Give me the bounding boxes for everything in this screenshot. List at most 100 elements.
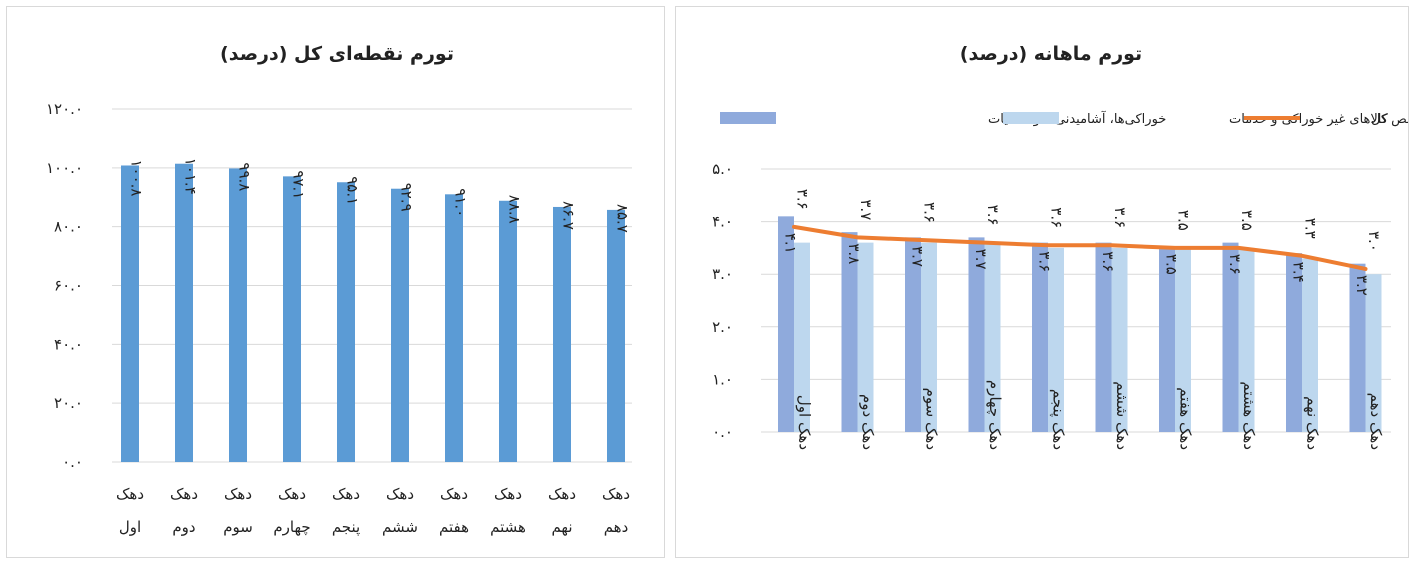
bar-nonfood	[1365, 274, 1382, 432]
legend-swatch-nonfood	[1003, 112, 1059, 124]
x-tick-label-line2: پنجم	[332, 518, 360, 537]
x-tick-label: دهک دهم	[1367, 393, 1385, 450]
data-label: ۹۵.۱	[344, 176, 362, 205]
bar-food	[1286, 253, 1302, 432]
bar-food	[1159, 247, 1175, 432]
x-tick-label: دهک اول	[796, 395, 814, 450]
data-label-total: ۳.۶	[794, 189, 812, 210]
bar	[553, 206, 571, 462]
data-label-food: ۳.۶	[1036, 251, 1054, 272]
bar	[121, 165, 139, 463]
y-tick-label: ۴.۰	[712, 213, 733, 231]
y-tick-label: ۱۰۰.۰	[46, 159, 83, 177]
bar-nonfood	[921, 242, 937, 432]
data-label-total: ۳.۶	[984, 205, 1002, 226]
data-label-total: ۳.۶	[1048, 207, 1066, 228]
monthly-inflation-chart: تورم ماهانه (درصد) خوراکی‌ها، آشامیدنی‌ه…	[712, 43, 1408, 450]
data-label: ۹۷.۱	[290, 170, 308, 199]
x-tick-label-line2: ششم	[382, 518, 418, 536]
y-tick-label: ۶۰.۰	[54, 277, 83, 295]
bar-food	[778, 216, 794, 432]
legend: خوراکی‌ها، آشامیدنی‌ها و دخانیات کالاهای…	[720, 110, 1408, 127]
data-label-total: ۳.۳	[1302, 218, 1320, 239]
y-tick-label: ۰.۰	[62, 453, 83, 471]
y-tick-label: ۴۰.۰	[54, 335, 83, 353]
data-label: ۱۰۰.۸	[128, 159, 146, 196]
x-tick-label-line2: هشتم	[490, 518, 526, 536]
bar-nonfood	[857, 242, 874, 432]
data-label-food: ۴.۱	[782, 233, 800, 254]
x-tick-label: دهک سوم	[923, 388, 941, 450]
x-tick-label-line1: دهک	[224, 485, 252, 503]
bar	[499, 200, 517, 462]
data-label-total: ۳.۰	[1365, 231, 1383, 252]
x-tick-label-line1: دهک	[440, 485, 468, 503]
point-inflation-chart: تورم نقطه‌ای کل (درصد) ۰.۰ ۲۰.۰ ۴۰.۰ ۶۰.۰ ۸۰…	[46, 43, 632, 537]
x-tick-label-line2: هفتم	[439, 518, 469, 536]
data-label: ۹۹.۸	[236, 162, 254, 191]
bar-food	[1032, 242, 1048, 432]
data-label-food: ۳.۷	[909, 246, 927, 267]
data-label: ۸۶.۷	[560, 201, 578, 230]
x-tick-label: دهک دوم	[859, 394, 877, 450]
x-tick-label-line2: اول	[119, 518, 141, 536]
legend-label-total: شاخص کل	[1371, 112, 1408, 127]
bar-nonfood	[1175, 247, 1191, 432]
bar-nonfood	[1111, 247, 1128, 432]
bar-nonfood	[984, 242, 1001, 432]
x-tick-label: دهک نهم	[1304, 396, 1322, 450]
data-label: ۸۵.۷	[614, 204, 632, 233]
data-label: ۸۸.۸	[506, 195, 524, 224]
legend-swatch-food	[720, 112, 776, 124]
y-tick-label: ۲.۰	[712, 318, 733, 336]
bar-nonfood	[1048, 247, 1064, 432]
x-tick-label-line1: دهک	[548, 485, 576, 503]
legend-label-nonfood: کالاهای غیر خوراکی و خدمات	[1229, 112, 1389, 127]
bar-food	[1222, 242, 1239, 432]
y-tick-label: ۲۰.۰	[54, 394, 83, 412]
y-tick-label: ۱.۰	[712, 370, 733, 388]
bar	[607, 209, 625, 462]
data-label-total: ۳.۵	[1175, 210, 1193, 231]
x-tick-label-line2: نهم	[551, 518, 572, 536]
x-tick-label-line1: دهک	[494, 485, 522, 503]
y-tick-label: ۱۲۰.۰	[46, 100, 83, 118]
x-tick-label-line1: دهک	[116, 485, 144, 503]
x-tick-label-line1: دهک	[332, 485, 360, 503]
x-tick-label-line1: دهک	[602, 485, 630, 503]
chart-title: تورم ماهانه (درصد)	[960, 43, 1142, 65]
x-tick-label-line2: سوم	[223, 518, 253, 536]
data-label-food: ۳.۶	[1226, 254, 1244, 275]
bar	[391, 188, 409, 462]
y-tick-label: ۰.۰	[712, 423, 733, 441]
x-tick-label-line1: دهک	[170, 485, 198, 503]
x-tick-label: دهک هفتم	[1177, 387, 1195, 450]
x-tick-label-line1: دهک	[278, 485, 306, 503]
data-label: ۹۲.۹	[398, 183, 416, 212]
data-label-food: ۳.۷	[972, 249, 990, 270]
y-tick-label: ۳.۰	[712, 265, 733, 283]
data-label-food: ۳.۲	[1353, 275, 1371, 296]
data-label-total: ۳.۷	[857, 199, 875, 220]
bar-nonfood	[794, 242, 810, 432]
data-label: ۱۰۱.۴	[182, 158, 200, 195]
x-tick-label-line2: دهم	[604, 518, 629, 536]
x-tick-label-line2: دوم	[172, 518, 195, 536]
bar-nonfood	[1238, 247, 1255, 432]
bar-food	[1349, 263, 1366, 432]
line-total-index	[792, 224, 1368, 271]
x-tick-label: دهک هشتم	[1240, 381, 1258, 450]
bar-food	[968, 237, 985, 432]
bar	[175, 163, 193, 462]
y-tick-label: ۵.۰	[712, 160, 733, 178]
data-label-food: ۳.۸	[845, 243, 863, 264]
data-label-food: ۳.۶	[1099, 251, 1117, 272]
data-label-total: ۳.۵	[1238, 210, 1256, 231]
bar-food	[1095, 242, 1112, 432]
monthly-inflation-chart-panel: تورم ماهانه (درصد) خوراکی‌ها، آشامیدنی‌ه…	[675, 6, 1409, 558]
bar	[445, 194, 463, 462]
bar-food	[905, 237, 921, 432]
x-tick-label: دهک پنجم	[1049, 389, 1068, 450]
bar-nonfood	[1302, 258, 1318, 432]
x-tick-label-line2: چهارم	[273, 518, 310, 536]
